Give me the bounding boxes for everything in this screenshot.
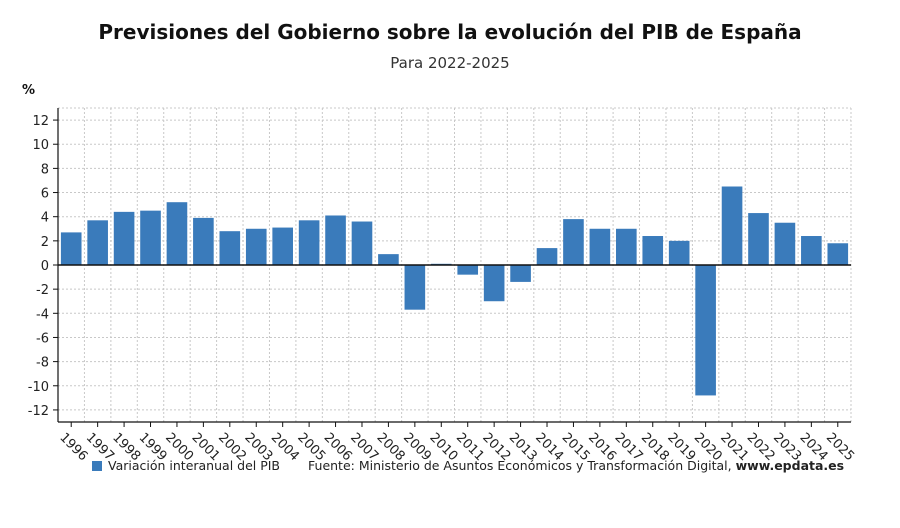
bar-2006 (325, 215, 346, 265)
bar-2011 (457, 265, 479, 275)
bar-2024 (801, 236, 822, 265)
bar-1996 (60, 232, 82, 265)
bar-2007 (351, 221, 373, 265)
y-tick-label: -4 (36, 307, 49, 322)
bar-2023 (774, 222, 796, 265)
bar-2005 (298, 220, 320, 265)
y-tick-label: -6 (36, 331, 49, 346)
y-tick-label: -10 (28, 380, 49, 395)
bar-2025 (827, 243, 849, 265)
bar-1998 (113, 211, 135, 265)
bar-2009 (404, 265, 426, 310)
bar-2002 (219, 231, 241, 265)
legend-label: Variación interanual del PIB (108, 458, 281, 473)
chart-subtitle: Para 2022-2025 (390, 54, 510, 72)
y-tick-label: 4 (41, 211, 49, 226)
y-tick-label: 6 (41, 187, 49, 202)
chart-title: Previsiones del Gobierno sobre la evoluc… (98, 20, 802, 44)
bar-2014 (536, 248, 558, 265)
source-text: Fuente: Ministerio de Asuntos Económicos… (308, 458, 732, 473)
bar-2020 (695, 265, 716, 396)
y-tick-label: 2 (41, 235, 49, 250)
bar-2015 (563, 219, 584, 265)
bar-2018 (642, 236, 664, 265)
bar-2013 (510, 265, 531, 282)
chart-footer: Variación interanual del PIB Fuente: Min… (92, 458, 844, 473)
bar-2017 (616, 228, 637, 265)
bar-2019 (668, 240, 690, 265)
website-link[interactable]: www.epdata.es (735, 458, 845, 473)
y-tick-label: -8 (36, 356, 49, 371)
bar-2008 (378, 254, 399, 265)
y-axis-unit-label: % (22, 83, 36, 98)
x-tick-label: 1996 (56, 430, 90, 464)
bar-2012 (483, 265, 505, 302)
y-tick-label: 8 (41, 162, 49, 177)
bar-2022 (748, 213, 769, 265)
bar-2000 (166, 202, 188, 265)
y-tick-label: 0 (41, 259, 49, 274)
bar-2021 (721, 186, 743, 265)
y-tick-label: 10 (32, 138, 49, 153)
bar-1999 (140, 210, 161, 265)
y-tick-label: 12 (32, 114, 49, 129)
bar-2003 (245, 228, 267, 265)
bar-2004 (272, 227, 293, 265)
y-tick-label: -2 (36, 283, 49, 298)
legend-swatch (92, 460, 102, 471)
bar-1997 (87, 220, 108, 265)
y-tick-label: -12 (28, 404, 49, 419)
bar-2016 (589, 228, 611, 265)
bar-2001 (193, 217, 214, 265)
